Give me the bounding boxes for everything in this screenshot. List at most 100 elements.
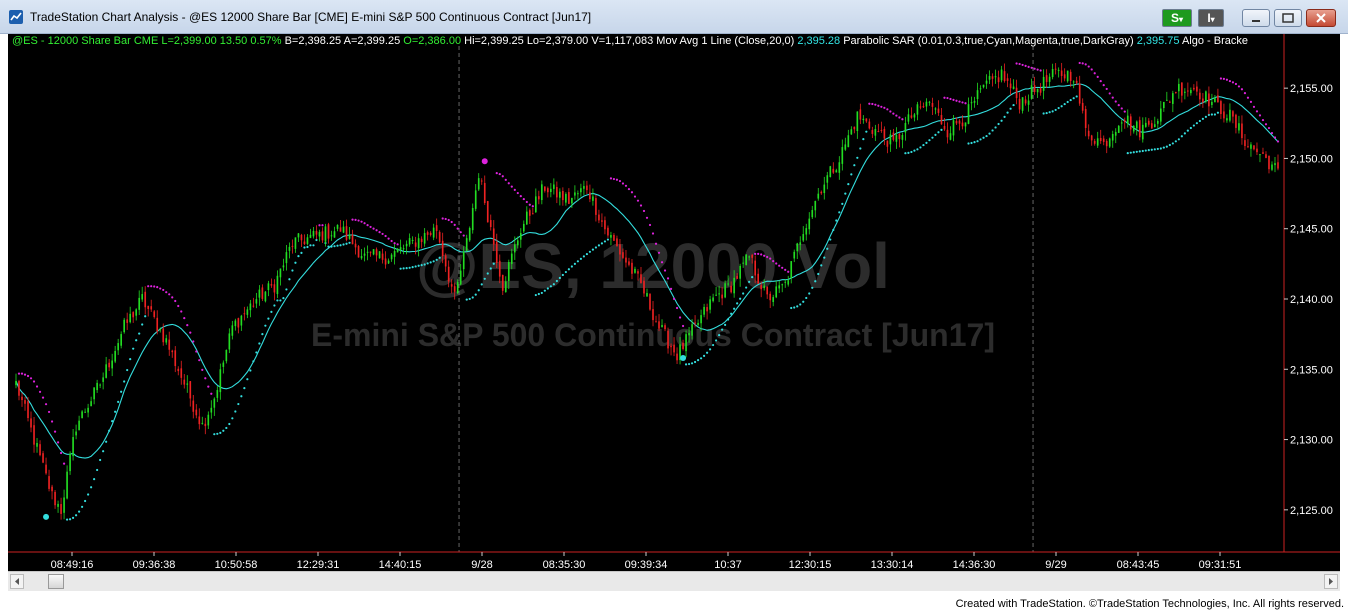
sar-dot xyxy=(1165,145,1168,148)
sar-dot xyxy=(429,261,432,264)
price-bar xyxy=(649,293,651,310)
status-segment: A=2,399.25 xyxy=(344,35,404,47)
price-bar xyxy=(1256,148,1258,153)
moving-average-line xyxy=(15,83,1279,459)
price-bar xyxy=(739,265,741,279)
sar-dot xyxy=(315,238,318,242)
price-bar xyxy=(411,239,414,241)
sar-dot xyxy=(1039,69,1042,72)
sar-dot xyxy=(847,183,850,186)
indicator-button[interactable]: I▾ xyxy=(1198,9,1224,27)
price-bar xyxy=(162,328,165,343)
sar-dot xyxy=(919,146,922,149)
price-bar xyxy=(895,135,898,142)
sar-dot xyxy=(1033,67,1036,70)
price-bar xyxy=(817,193,820,199)
restore-button[interactable] xyxy=(1274,9,1302,27)
price-bar xyxy=(937,108,940,113)
price-bar xyxy=(1003,71,1006,82)
price-bar xyxy=(847,135,850,148)
sar-dot xyxy=(312,244,315,247)
sar-dot xyxy=(751,276,754,279)
price-bar xyxy=(318,231,321,237)
sar-dot xyxy=(811,286,814,289)
price-bar xyxy=(1193,87,1195,90)
price-bar xyxy=(751,254,753,258)
sar-dot xyxy=(742,292,745,295)
price-bar xyxy=(519,233,522,240)
price-bar xyxy=(676,353,678,361)
time-tick-label: 08:43:45 xyxy=(1117,559,1160,571)
price-bar xyxy=(721,294,723,299)
price-bar xyxy=(541,184,543,201)
sar-dot xyxy=(892,112,895,115)
scroll-right-button[interactable] xyxy=(1324,574,1338,589)
chart-area[interactable]: @ES, 12000 Vol E-mini S&P 500 Continuous… xyxy=(8,34,1340,571)
sar-dot xyxy=(234,410,237,413)
sar-dot xyxy=(396,243,399,246)
price-bar xyxy=(57,503,59,507)
sar-dot xyxy=(835,219,838,222)
price-bar xyxy=(640,274,642,284)
price-axis[interactable]: 2,125.00 2,130.00 2,135.00 2,140.00 2,145.00… xyxy=(1283,34,1333,552)
sar-dot xyxy=(844,192,847,195)
price-bar xyxy=(309,234,312,238)
scroll-left-button[interactable] xyxy=(10,574,24,589)
price-bar xyxy=(327,224,330,239)
price-bar xyxy=(354,243,357,248)
price-bar xyxy=(45,464,47,474)
price-tick-label: 2,140.00 xyxy=(1290,294,1333,306)
time-tick-label: 12:30:15 xyxy=(789,559,832,571)
price-bar xyxy=(661,325,663,328)
sar-dot xyxy=(639,204,643,207)
price-bar xyxy=(69,453,71,472)
sar-dot xyxy=(327,245,330,248)
price-bar xyxy=(562,191,564,201)
sar-dot xyxy=(53,430,57,433)
sar-dot xyxy=(937,131,940,134)
sar-dot xyxy=(1111,96,1114,99)
price-bar xyxy=(988,76,991,80)
minimize-button[interactable] xyxy=(1242,9,1270,27)
sar-dot xyxy=(817,272,820,276)
price-bar xyxy=(1232,111,1234,117)
horizontal-scrollbar[interactable] xyxy=(8,571,1340,591)
price-bar xyxy=(21,396,23,401)
price-bar xyxy=(580,188,582,193)
watermark-symbol: @ES, 12000 Vol xyxy=(416,230,890,302)
price-bar xyxy=(688,333,690,336)
price-bar xyxy=(1162,101,1165,109)
price-bar xyxy=(417,238,420,249)
sar-dot xyxy=(1102,84,1105,87)
price-bar xyxy=(997,77,1000,83)
scroll-thumb[interactable] xyxy=(48,574,64,589)
time-tick-label: 12:29:31 xyxy=(297,559,340,571)
sar-dot xyxy=(468,297,471,301)
sar-dot xyxy=(183,317,186,320)
price-bar xyxy=(252,305,255,307)
time-axis[interactable]: 08:49:16 09:36:38 10:50:58 12:29:31 14:40:15… xyxy=(8,551,1340,571)
price-bar xyxy=(994,76,997,78)
strategy-button[interactable]: S▾ xyxy=(1162,9,1192,27)
sar-dot xyxy=(1108,92,1111,95)
sar-dot xyxy=(718,333,721,337)
price-bar xyxy=(985,80,988,84)
sar-dot xyxy=(144,315,147,318)
sar-dot xyxy=(796,305,799,308)
sar-dot xyxy=(976,140,979,143)
sar-dot xyxy=(1006,111,1009,114)
sar-dot xyxy=(865,130,868,133)
price-chart[interactable]: @ES, 12000 Vol E-mini S&P 500 Continuous… xyxy=(8,34,1340,571)
price-bar xyxy=(892,132,895,140)
sar-dot xyxy=(979,138,982,141)
price-bar xyxy=(240,315,243,326)
sar-dot xyxy=(231,417,234,420)
price-bar xyxy=(78,420,80,431)
close-button[interactable] xyxy=(1306,9,1336,27)
sar-dot xyxy=(258,342,261,345)
sar-dot xyxy=(78,510,81,513)
price-bar xyxy=(1060,70,1063,76)
sar-dot xyxy=(165,291,168,294)
price-bar xyxy=(565,193,567,203)
price-bar xyxy=(574,192,576,196)
